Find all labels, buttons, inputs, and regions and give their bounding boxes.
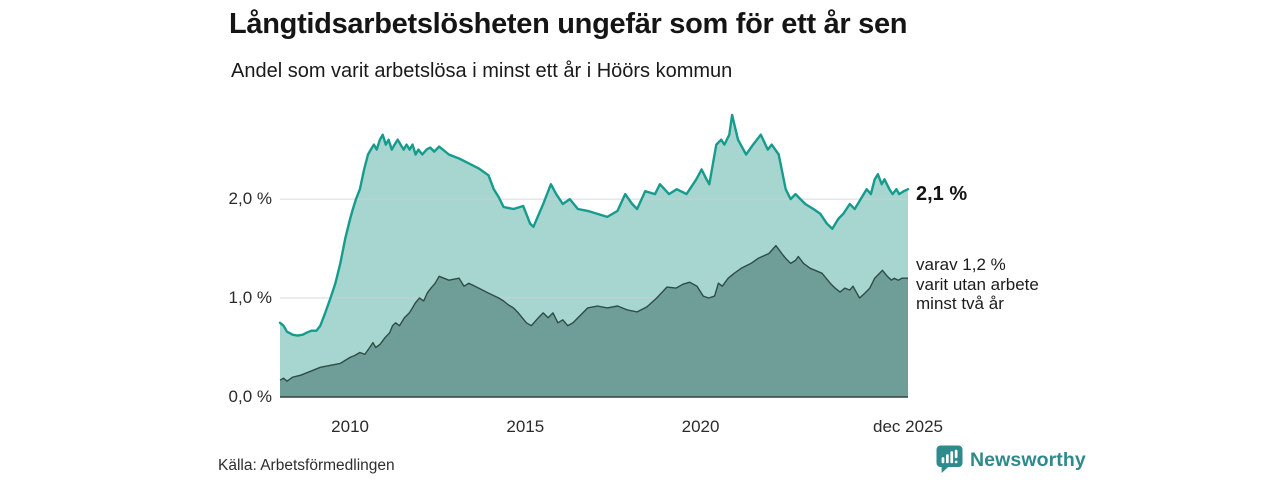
y-tick-label: 1,0 % [228,288,272,308]
x-tick-label: 2020 [681,417,720,436]
subset-annotation-line3: minst två år [916,294,1004,313]
y-tick-label: 0,0 % [228,387,272,406]
x-tick-label: 2010 [331,417,369,436]
x-tick-label: 2015 [506,417,545,436]
page-subtitle: Andel som varit arbetslösa i minst ett å… [231,60,733,82]
newsworthy-icon [936,445,963,473]
brand-logo: Newsworthy [936,445,1086,475]
latest-value-label: 2,1 % [916,183,968,205]
total-line [278,113,910,337]
brand-wordmark: Newsworthy [970,448,1086,471]
subset-annotation-line1: varav 1,2 % [916,255,1006,274]
area-chart [278,113,910,398]
source-credit: Källa: Arbetsförmedlingen [218,457,395,474]
x-tick-label: dec 2025 [873,417,943,436]
subset-annotation-line2: varit utan arbete [916,274,1039,294]
subset-annotation: varav 1,2 % varit utan arbete minst två … [916,255,1039,314]
page-title: Långtidsarbetslösheten ungefär som för e… [229,8,908,40]
y-tick-label: 2,0 % [228,189,272,209]
subset-line [279,244,908,382]
subset-area-fill [280,245,908,397]
